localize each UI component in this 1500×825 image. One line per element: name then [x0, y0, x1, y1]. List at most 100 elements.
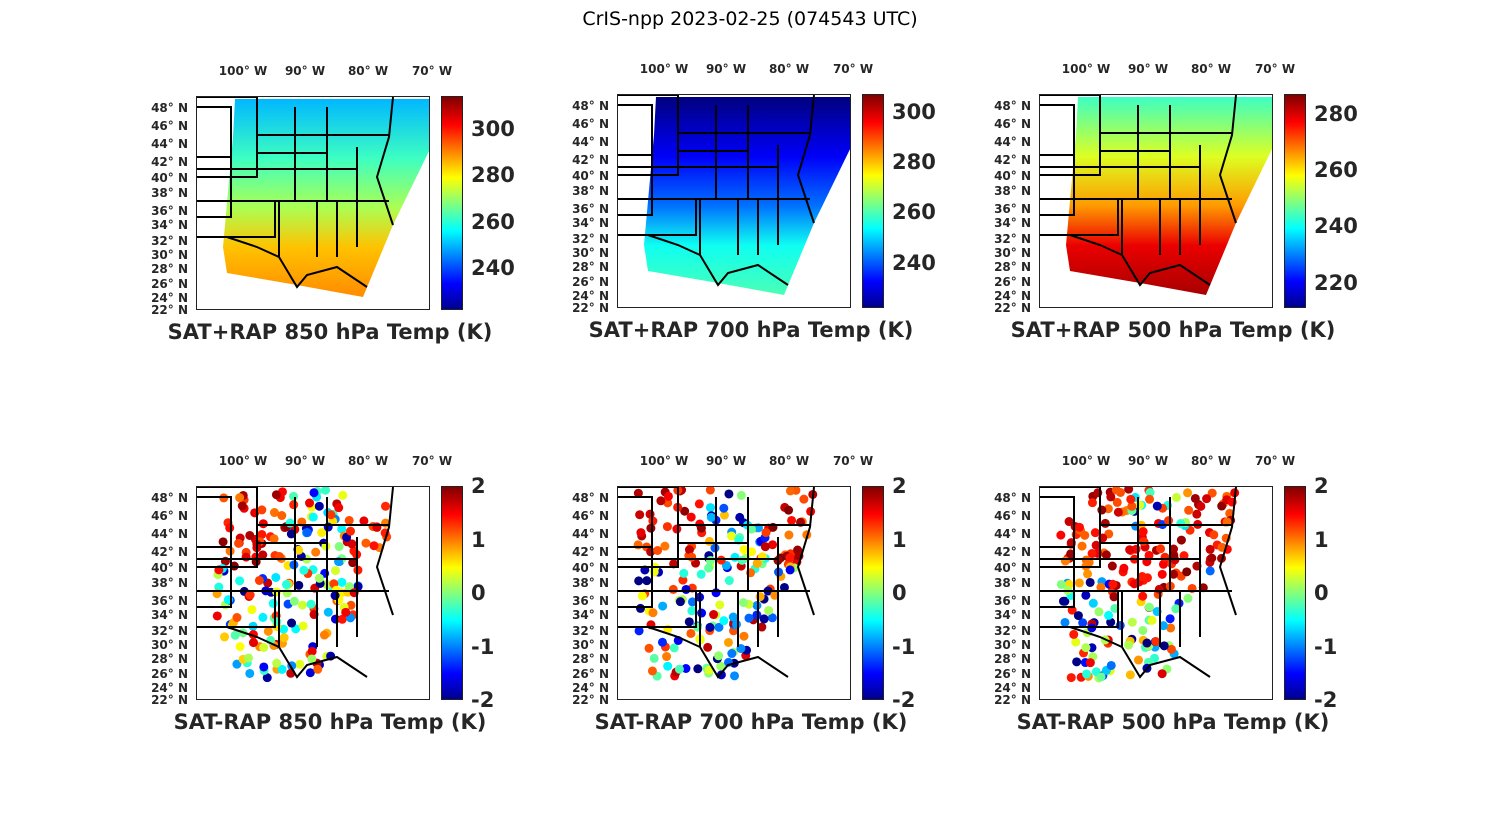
lon-tick-label: 100° W — [1061, 62, 1111, 76]
difference-point — [1158, 621, 1168, 631]
difference-point — [635, 603, 645, 613]
difference-point — [760, 542, 770, 552]
difference-point — [1060, 617, 1070, 627]
lat-tick-label: 32° N — [572, 232, 609, 246]
lat-tick-label: 48° N — [572, 99, 609, 113]
difference-point — [1157, 569, 1167, 579]
lat-tick-label: 24° N — [572, 681, 609, 695]
difference-point — [232, 613, 242, 623]
colorbar-tick-label: -2 — [892, 688, 916, 712]
difference-point — [1183, 593, 1193, 603]
figure-title: CrIS-npp 2023-02-25 (074543 UTC) — [582, 8, 918, 30]
lat-tick-label: 36° N — [572, 202, 609, 216]
lat-tick-label: 42° N — [151, 155, 188, 169]
difference-point — [1101, 550, 1111, 560]
lat-tick-label: 40° N — [994, 561, 1031, 575]
colorbar — [441, 96, 463, 310]
lat-tick-label: 22° N — [994, 693, 1031, 707]
difference-point — [297, 600, 307, 610]
difference-point — [237, 501, 247, 511]
difference-point — [768, 540, 778, 550]
lon-tick-label: 90° W — [284, 454, 326, 468]
map-plot — [197, 487, 394, 683]
lat-tick-label: 36° N — [994, 202, 1031, 216]
lat-tick-label: 38° N — [994, 184, 1031, 198]
difference-point — [279, 633, 289, 643]
map-plot — [1040, 487, 1240, 683]
colorbar-tick-label: 0 — [892, 581, 907, 605]
difference-point — [1158, 559, 1168, 569]
difference-point — [1169, 569, 1179, 579]
difference-point — [705, 487, 715, 495]
difference-point — [330, 566, 340, 576]
difference-point — [637, 591, 647, 601]
lat-tick-label: 40° N — [151, 171, 188, 185]
difference-point — [1124, 487, 1134, 494]
lon-tick-label: 100° W — [218, 454, 268, 468]
difference-point — [245, 590, 255, 600]
difference-point — [1112, 497, 1122, 507]
difference-point — [1207, 553, 1217, 563]
difference-point — [759, 614, 769, 624]
difference-point — [257, 529, 267, 539]
difference-point — [247, 605, 257, 615]
difference-point — [755, 592, 765, 602]
difference-point — [732, 619, 742, 629]
lat-tick-label: 38° N — [572, 184, 609, 198]
colorbar-tick-label: 240 — [892, 250, 936, 275]
difference-point — [1159, 641, 1169, 651]
difference-point — [219, 632, 229, 642]
difference-point — [687, 606, 697, 616]
difference-point — [739, 544, 749, 554]
lat-tick-label: 28° N — [994, 652, 1031, 666]
difference-point — [314, 573, 324, 583]
difference-point — [663, 661, 673, 671]
difference-point — [309, 488, 319, 498]
difference-point — [1127, 617, 1137, 627]
difference-point — [289, 596, 299, 606]
colorbar-tick-label: 280 — [471, 163, 515, 188]
map-axes — [196, 96, 430, 310]
difference-point — [1084, 557, 1094, 567]
difference-point — [706, 512, 716, 522]
difference-point — [716, 661, 726, 671]
difference-point — [1171, 604, 1181, 614]
lat-tick-label: 36° N — [151, 204, 188, 218]
difference-point — [1056, 530, 1066, 540]
lat-tick-label: 34° N — [572, 608, 609, 622]
state-border — [1218, 95, 1237, 224]
difference-point — [346, 600, 356, 610]
lat-tick-label: 30° N — [151, 638, 188, 652]
difference-point — [259, 662, 269, 672]
difference-point — [1096, 672, 1106, 682]
difference-point — [785, 487, 795, 496]
difference-point — [1166, 623, 1176, 633]
colorbar-tick-label: 220 — [1314, 270, 1358, 295]
difference-point — [1179, 551, 1189, 561]
state-border — [1069, 626, 1211, 679]
difference-point — [1108, 579, 1118, 589]
difference-point — [746, 524, 756, 534]
difference-point — [1060, 556, 1070, 566]
map-plot — [1040, 95, 1272, 295]
difference-point — [1202, 494, 1212, 504]
lat-tick-label: 42° N — [572, 545, 609, 559]
difference-point — [289, 491, 299, 501]
difference-point — [1152, 501, 1162, 511]
difference-point — [757, 622, 767, 632]
panel-title: SAT+RAP 850 hPa Temp (K) — [167, 320, 493, 344]
colorbar-tick-label: 1 — [471, 527, 486, 552]
colorbar-tick-label: 300 — [892, 99, 936, 124]
lat-tick-label: 24° N — [994, 289, 1031, 303]
difference-point — [1106, 492, 1116, 502]
panel-title: SAT-RAP 850 hPa Temp (K) — [173, 710, 487, 734]
colorbar-tick-label: -1 — [1314, 634, 1338, 659]
difference-point — [658, 601, 668, 611]
lon-tick-label: 80° W — [347, 64, 389, 78]
difference-point — [746, 547, 756, 557]
difference-point — [1217, 501, 1227, 511]
difference-point — [633, 540, 643, 550]
lat-tick-label: 22° N — [572, 693, 609, 707]
colorbar — [441, 486, 463, 700]
colorbar-tick-label: 240 — [471, 256, 515, 281]
